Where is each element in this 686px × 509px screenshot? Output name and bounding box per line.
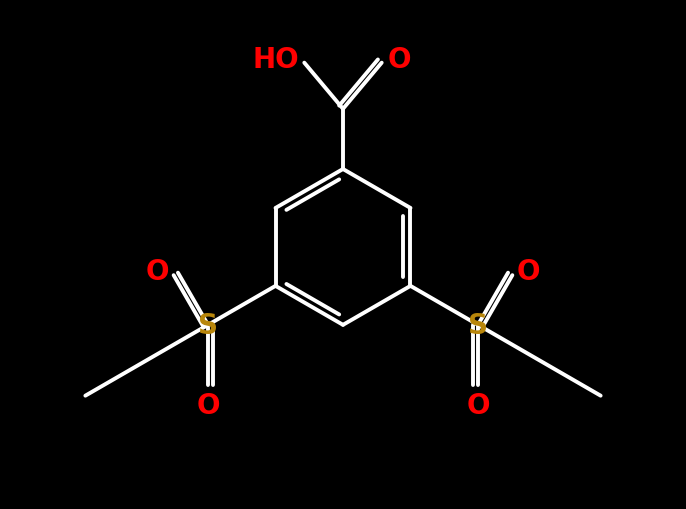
Text: S: S bbox=[198, 311, 218, 339]
Text: O: O bbox=[466, 391, 490, 419]
Text: O: O bbox=[517, 258, 540, 286]
Text: HO: HO bbox=[252, 46, 298, 74]
Text: S: S bbox=[468, 311, 488, 339]
Text: O: O bbox=[146, 258, 169, 286]
Text: O: O bbox=[388, 46, 411, 74]
Text: O: O bbox=[196, 391, 220, 419]
